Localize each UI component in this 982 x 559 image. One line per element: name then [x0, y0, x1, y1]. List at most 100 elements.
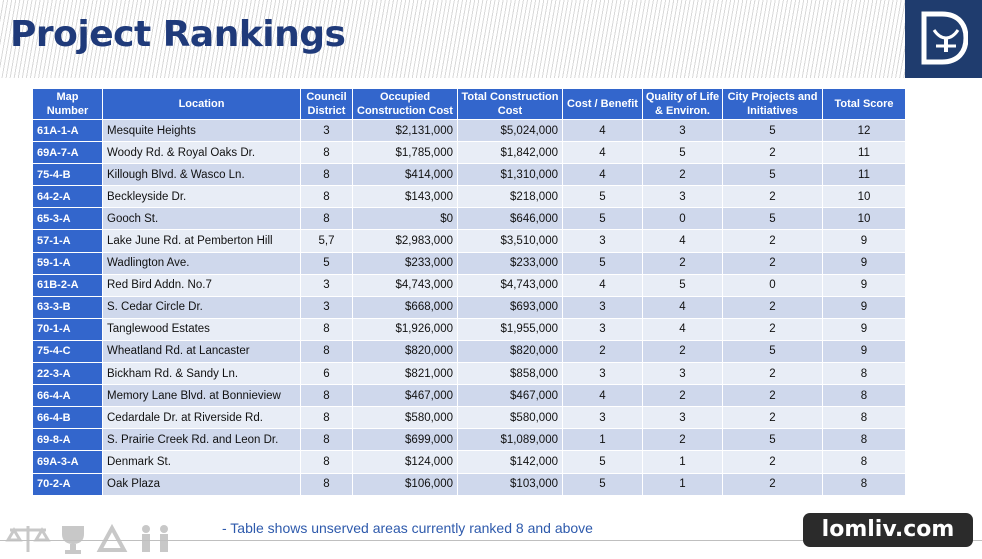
- cost-benefit-cell: 3: [562, 406, 643, 430]
- map-number-cell: 59-1-A: [32, 251, 103, 275]
- occupied-cost-cell: $414,000: [352, 163, 458, 187]
- map-number-cell: 61B-2-A: [32, 273, 103, 297]
- map-number-cell: 69A-7-A: [32, 141, 103, 165]
- map-number-cell: 63-3-B: [32, 295, 103, 319]
- map-number-cell: 57-1-A: [32, 229, 103, 253]
- total-cost-cell: $1,089,000: [457, 428, 563, 452]
- location-cell: Beckleyside Dr.: [102, 185, 301, 209]
- city-projects-cell: 5: [722, 339, 823, 364]
- location-cell: Cedardale Dr. at Riverside Rd.: [102, 406, 301, 430]
- table-row: 61A-1-A Mesquite Heights 3 $2,131,000 $5,024…: [32, 118, 906, 143]
- watermark: lomliv.com: [803, 513, 973, 547]
- city-logo: [905, 0, 982, 78]
- total-score-cell: 10: [822, 185, 906, 209]
- occupied-cost-cell: $821,000: [352, 362, 458, 386]
- rankings-table: Map Number Location Council District Occ…: [32, 88, 906, 496]
- location-cell: Red Bird Addn. No.7: [102, 273, 301, 297]
- map-number-cell: 75-4-B: [32, 163, 103, 187]
- quality-of-life-cell: 2: [642, 251, 723, 275]
- column-header: Occupied Construction Cost: [352, 88, 458, 120]
- location-cell: Tanglewood Estates: [102, 317, 301, 341]
- city-projects-cell: 5: [722, 163, 823, 187]
- total-score-cell: 9: [822, 273, 906, 297]
- cost-benefit-cell: 4: [562, 118, 643, 143]
- table-row: 70-2-A Oak Plaza 8 $106,000 $103,000 5 1 2 8: [32, 472, 906, 496]
- table-row: 66-4-B Cedardale Dr. at Riverside Rd. 8 $58…: [32, 406, 906, 430]
- occupied-cost-cell: $1,785,000: [352, 141, 458, 165]
- cost-benefit-cell: 3: [562, 295, 643, 319]
- quality-of-life-cell: 0: [642, 207, 723, 231]
- city-projects-cell: 2: [722, 141, 823, 165]
- total-score-cell: 9: [822, 229, 906, 253]
- map-number-cell: 66-4-B: [32, 406, 103, 430]
- total-cost-cell: $858,000: [457, 362, 563, 386]
- total-score-cell: 9: [822, 251, 906, 275]
- council-district-cell: 8: [300, 384, 353, 408]
- total-score-cell: 8: [822, 362, 906, 386]
- city-projects-cell: 2: [722, 450, 823, 474]
- city-projects-cell: 2: [722, 295, 823, 319]
- map-number-cell: 64-2-A: [32, 185, 103, 209]
- total-cost-cell: $646,000: [457, 207, 563, 231]
- total-score-cell: 11: [822, 163, 906, 187]
- total-cost-cell: $580,000: [457, 406, 563, 430]
- trophy-icon: [62, 526, 84, 554]
- city-projects-cell: 2: [722, 472, 823, 496]
- location-cell: Oak Plaza: [102, 472, 301, 496]
- location-cell: Wadlington Ave.: [102, 251, 301, 275]
- occupied-cost-cell: $143,000: [352, 185, 458, 209]
- total-cost-cell: $5,024,000: [457, 118, 563, 143]
- table-row: 57-1-A Lake June Rd. at Pemberton Hill 5,7…: [32, 229, 906, 253]
- cost-benefit-cell: 1: [562, 428, 643, 452]
- table-footnote: - Table shows unserved areas currently r…: [222, 520, 593, 536]
- council-district-cell: 8: [300, 339, 353, 364]
- people-icon: [142, 525, 168, 552]
- council-district-cell: 3: [300, 295, 353, 319]
- total-cost-cell: $218,000: [457, 185, 563, 209]
- table-row: 75-4-B Killough Blvd. & Wasco Ln. 8 $414,00…: [32, 163, 906, 187]
- map-number-cell: 65-3-A: [32, 207, 103, 231]
- quality-of-life-cell: 2: [642, 384, 723, 408]
- table-header-row: Map Number Location Council District Occ…: [32, 88, 906, 120]
- column-header: Location: [102, 88, 301, 120]
- council-district-cell: 8: [300, 472, 353, 496]
- location-cell: Memory Lane Blvd. at Bonnieview: [102, 384, 301, 408]
- total-score-cell: 8: [822, 384, 906, 408]
- table-row: 66-4-A Memory Lane Blvd. at Bonnieview 8 $4…: [32, 384, 906, 408]
- city-projects-cell: 2: [722, 406, 823, 430]
- cost-benefit-cell: 5: [562, 251, 643, 275]
- occupied-cost-cell: $124,000: [352, 450, 458, 474]
- map-number-cell: 75-4-C: [32, 339, 103, 364]
- total-score-cell: 9: [822, 295, 906, 319]
- quality-of-life-cell: 3: [642, 406, 723, 430]
- quality-of-life-cell: 3: [642, 185, 723, 209]
- total-cost-cell: $103,000: [457, 472, 563, 496]
- council-district-cell: 8: [300, 428, 353, 452]
- table-row: 64-2-A Beckleyside Dr. 8 $143,000 $218,000 5 3…: [32, 185, 906, 209]
- location-cell: Wheatland Rd. at Lancaster: [102, 339, 301, 364]
- city-logo-icon: [921, 11, 968, 65]
- quality-of-life-cell: 2: [642, 428, 723, 452]
- table-row: 70-1-A Tanglewood Estates 8 $1,926,000 $1,95…: [32, 317, 906, 341]
- city-projects-cell: 5: [722, 428, 823, 452]
- location-cell: Woody Rd. & Royal Oaks Dr.: [102, 141, 301, 165]
- location-cell: S. Cedar Circle Dr.: [102, 295, 301, 319]
- total-score-cell: 8: [822, 406, 906, 430]
- occupied-cost-cell: $467,000: [352, 384, 458, 408]
- council-district-cell: 8: [300, 317, 353, 341]
- table-row: 75-4-C Wheatland Rd. at Lancaster 8 $820,00…: [32, 339, 906, 364]
- total-cost-cell: $1,955,000: [457, 317, 563, 341]
- city-projects-cell: 2: [722, 229, 823, 253]
- quality-of-life-cell: 5: [642, 273, 723, 297]
- council-district-cell: 3: [300, 118, 353, 143]
- city-projects-cell: 0: [722, 273, 823, 297]
- quality-of-life-cell: 5: [642, 141, 723, 165]
- table-row: 65-3-A Gooch St. 8 $0 $646,000 5 0 5 10: [32, 207, 906, 231]
- cost-benefit-cell: 3: [562, 362, 643, 386]
- map-number-cell: 70-1-A: [32, 317, 103, 341]
- total-score-cell: 9: [822, 339, 906, 364]
- occupied-cost-cell: $668,000: [352, 295, 458, 319]
- council-district-cell: 8: [300, 141, 353, 165]
- quality-of-life-cell: 4: [642, 229, 723, 253]
- location-cell: Killough Blvd. & Wasco Ln.: [102, 163, 301, 187]
